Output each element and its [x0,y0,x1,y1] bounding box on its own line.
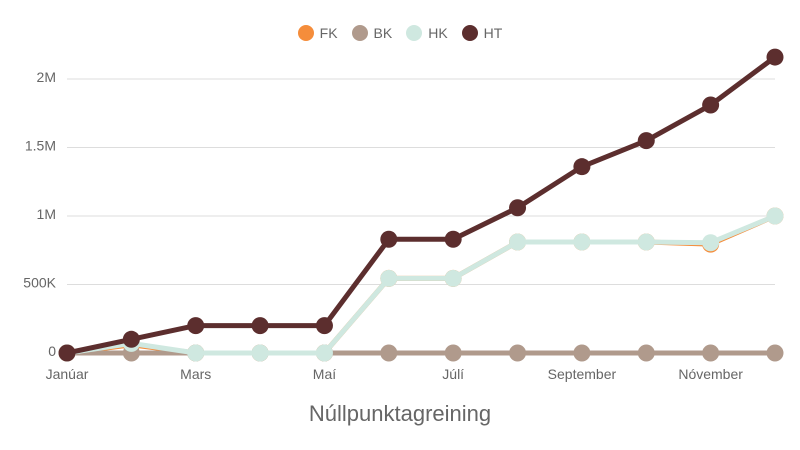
data-point-HK [187,344,205,362]
x-tick-label: Júlí [442,366,464,382]
y-tick-label: 2M [37,69,56,85]
x-tick-label: Nóvember [678,366,743,382]
data-point-HT [251,317,269,335]
legend: FK BK HK HT [0,25,800,41]
legend-swatch [461,25,478,41]
legend-swatch [297,25,314,41]
data-point-BK [573,344,591,362]
data-point-BK [702,344,720,362]
data-point-HT [766,48,784,66]
data-point-HT [122,330,140,348]
x-tick-label: Mars [180,366,211,382]
chart-title: Núllpunktagreining [308,401,492,426]
x-tick-label: Maí [313,366,336,382]
legend-swatch [351,25,368,41]
legend-label: FK [319,25,338,41]
data-point-HT [444,230,462,248]
x-tick-label: September [548,366,617,382]
legend-label: BK [373,25,393,41]
data-point-HT [637,132,655,150]
data-point-HK [702,234,720,252]
data-point-HK [444,269,462,287]
data-point-HT [702,96,720,114]
series-line-HK [66,213,776,356]
data-point-HK [380,269,398,287]
legend-item-BK[interactable]: BK [351,25,393,41]
data-point-HT [380,230,398,248]
legend-label: HT [483,25,503,41]
data-point-BK [380,344,398,362]
data-point-BK [444,344,462,362]
y-tick-label: 1M [37,206,56,222]
legend-item-HT[interactable]: HT [461,25,503,41]
y-tick-label: 0 [48,343,56,359]
data-point-BK [637,344,655,362]
series-line-HT [66,55,777,356]
legend-item-FK[interactable]: FK [297,25,338,41]
x-tick-label: Janúar [46,366,89,382]
data-point-HT [573,158,591,176]
data-point-HK [315,344,333,362]
legend-label: HK [428,25,448,41]
data-point-HK [637,233,655,251]
y-tick-label: 1.5M [25,138,56,154]
data-point-HK [509,233,527,251]
data-point-BK [509,344,527,362]
data-point-BK [766,344,784,362]
data-point-HT [509,199,527,217]
data-point-HT [58,344,76,362]
data-point-HT [315,317,333,335]
legend-item-HK[interactable]: HK [406,25,448,41]
y-tick-label: 500K [23,275,56,291]
data-point-HK [766,207,784,225]
data-point-HK [573,233,591,251]
data-point-HT [187,317,205,335]
data-point-HK [251,344,269,362]
legend-swatch [406,25,423,41]
